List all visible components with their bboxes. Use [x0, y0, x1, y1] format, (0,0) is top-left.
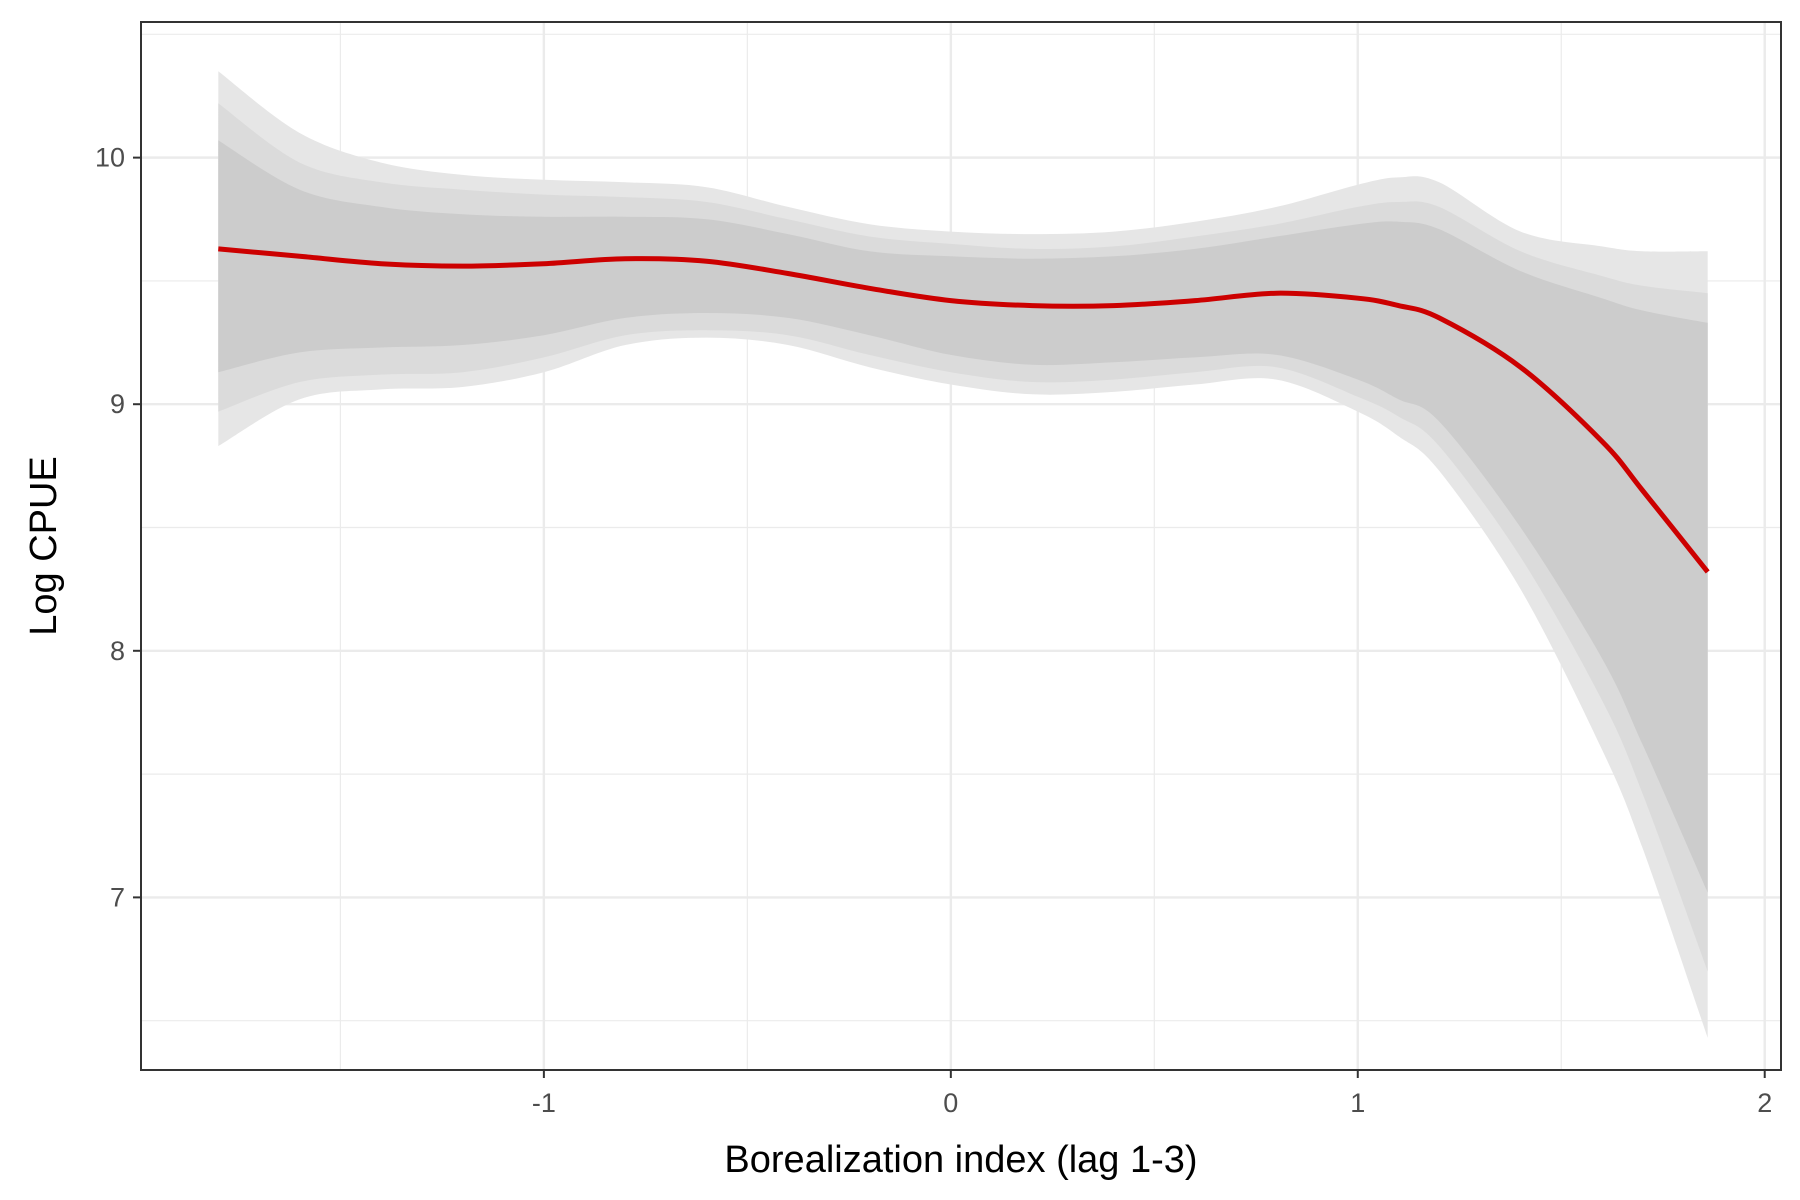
y-tick-label: 7	[110, 882, 125, 912]
fitted-line	[218, 246, 1710, 574]
x-axis-ticks: -1 0 1 2	[532, 1070, 1772, 1118]
major-gridlines	[141, 22, 1781, 1070]
panel-border	[140, 21, 1782, 1071]
y-tick-label: 10	[95, 143, 125, 173]
x-axis-title: Borealization index (lag 1-3)	[724, 1139, 1197, 1181]
y-tick-label: 8	[110, 636, 125, 666]
confidence-bands	[218, 71, 1708, 1038]
y-axis-title: Log CPUE	[23, 456, 65, 636]
x-tick-label: 0	[943, 1088, 958, 1118]
y-axis-ticks: 7 8 9 10	[95, 143, 141, 912]
confidence-band-inner	[218, 140, 1708, 893]
y-tick-label: 9	[110, 389, 125, 419]
x-tick-label: 1	[1350, 1088, 1365, 1118]
x-tick-label: 2	[1757, 1088, 1772, 1118]
fitted-line-series	[218, 246, 1710, 574]
x-tick-label: -1	[532, 1088, 556, 1118]
